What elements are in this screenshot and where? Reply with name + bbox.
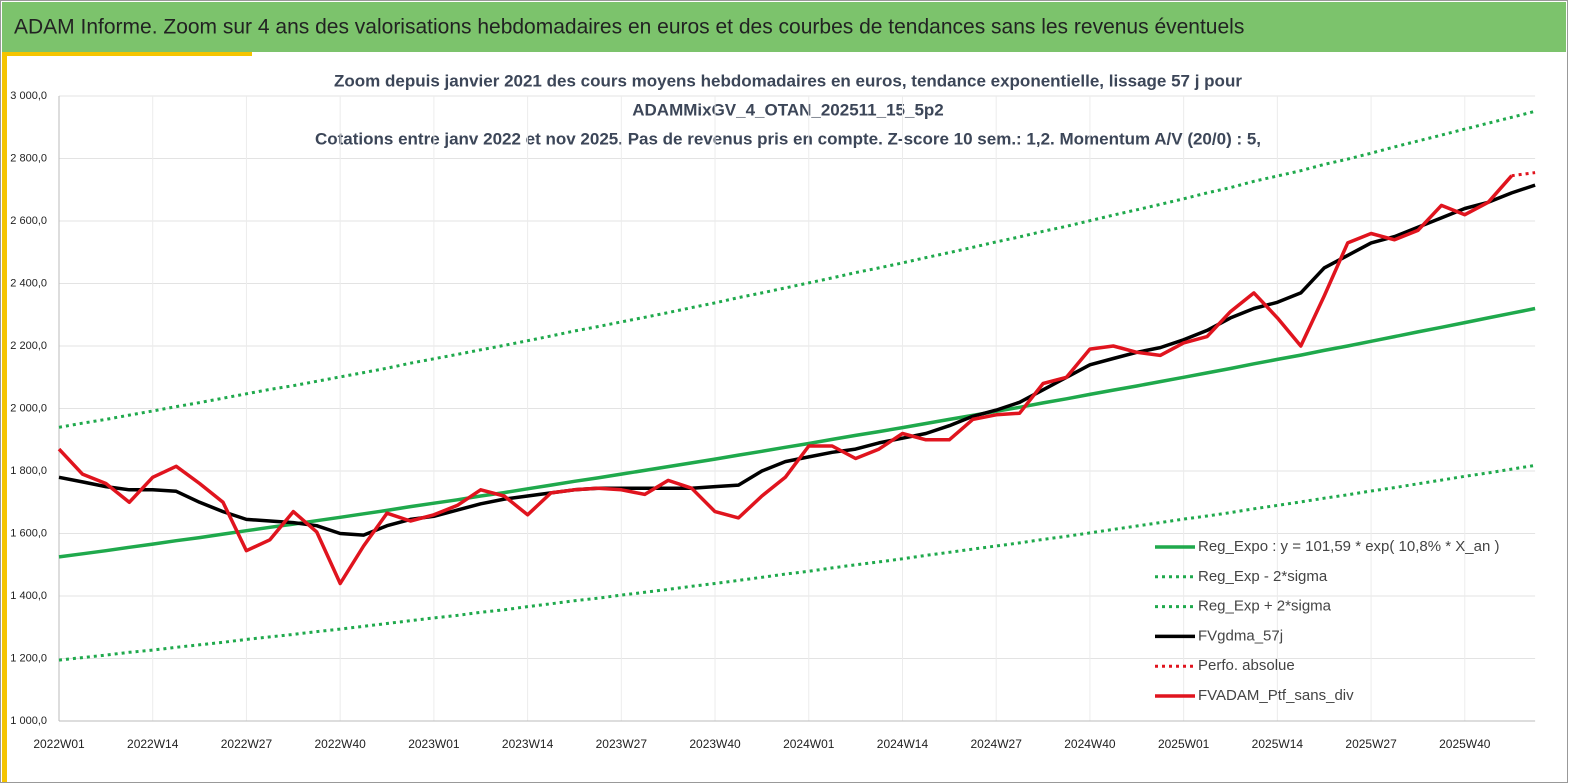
y-tick-label: 2 000,0 <box>10 402 47 414</box>
y-tick-label: 3 000,0 <box>10 90 47 102</box>
y-tick-label: 2 600,0 <box>10 215 47 227</box>
legend-label: Reg_Exp + 2*sigma <box>1198 598 1332 615</box>
legend-label: FVgdma_57j <box>1198 627 1283 644</box>
y-tick-label: 2 200,0 <box>10 340 47 352</box>
x-tick-label: 2024W27 <box>971 737 1023 751</box>
chart-title: ADAM Informe. Zoom sur 4 ans des valoris… <box>14 16 1244 39</box>
x-tick-label: 2022W40 <box>314 737 366 751</box>
x-tick-label: 2023W40 <box>689 737 741 751</box>
accent <box>2 52 7 782</box>
legend-label: Perfo. absolue <box>1198 657 1295 674</box>
y-tick-label: 2 400,0 <box>10 277 47 289</box>
x-tick-label: 2024W40 <box>1064 737 1116 751</box>
y-tick-label: 1 000,0 <box>10 715 47 727</box>
x-tick-label: 2022W14 <box>127 737 179 751</box>
legend-label: Reg_Expo : y = 101,59 * exp( 10,8% * X_a… <box>1198 538 1499 555</box>
x-tick-label: 2024W01 <box>783 737 835 751</box>
series-line <box>58 109 1536 429</box>
x-tick-label: 2023W01 <box>408 737 460 751</box>
x-tick-label: 2023W27 <box>596 737 648 751</box>
x-tick-label: 2022W27 <box>221 737 273 751</box>
subtitle: ADAMMixGV_4_OTAN_202511_15_5p2 <box>632 100 944 119</box>
series-line <box>57 174 1514 586</box>
x-tick-label: 2023W14 <box>502 737 554 751</box>
x-tick-label: 2022W01 <box>33 737 85 751</box>
x-tick-label: 2025W01 <box>1158 737 1210 751</box>
y-tick-label: 1 600,0 <box>10 527 47 539</box>
subtitle: Zoom depuis janvier 2021 des cours moyen… <box>334 71 1242 90</box>
x-tick-label: 2025W40 <box>1439 737 1491 751</box>
accent <box>2 52 252 56</box>
legend-label: Reg_Exp - 2*sigma <box>1198 568 1328 585</box>
series-line <box>58 463 1536 662</box>
subtitle: Cotations entre janv 2022 et nov 2025. P… <box>315 129 1261 148</box>
y-tick-label: 1 800,0 <box>10 465 47 477</box>
y-tick-label: 2 800,0 <box>10 152 47 164</box>
y-tick-label: 1 400,0 <box>10 590 47 602</box>
y-tick-label: 1 200,0 <box>10 652 47 664</box>
x-tick-label: 2024W14 <box>877 737 929 751</box>
legend-label: FVADAM_Ptf_sans_div <box>1198 687 1354 704</box>
x-tick-label: 2025W14 <box>1252 737 1304 751</box>
x-tick-label: 2025W27 <box>1345 737 1397 751</box>
title-banner <box>2 2 1566 52</box>
